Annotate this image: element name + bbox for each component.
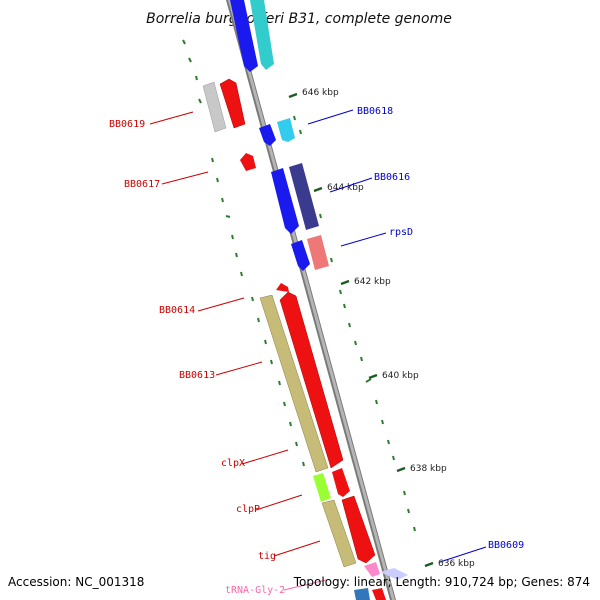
gene-bottom-blue[interactable] (354, 588, 370, 600)
ruler-label-636: 636 kbp (438, 559, 475, 569)
label-bb0614[interactable]: BB0614 (159, 305, 195, 316)
ruler-label-646: 646 kbp (302, 88, 339, 98)
gene-tan-large[interactable] (259, 294, 329, 473)
gene-top-cyan[interactable] (250, 0, 274, 70)
gene-long-red[interactable] (279, 291, 344, 469)
gene-bb0619-partner[interactable] (202, 81, 227, 133)
gene-bb0616[interactable] (289, 163, 319, 230)
leader-lines (149, 109, 487, 591)
ruler-label-642: 642 kbp (354, 277, 391, 287)
gene-labels: BB0619 BB0618 BB0617 BB0616 rpsD BB0614 … (109, 106, 524, 596)
label-bb0619[interactable]: BB0619 (109, 119, 145, 130)
gene-bb0617[interactable] (240, 153, 256, 171)
genome-backbone (226, 0, 396, 600)
gene-lime[interactable] (313, 473, 331, 502)
label-clpx[interactable]: clpX (221, 458, 245, 469)
ruler-label-640: 640 kbp (382, 371, 419, 381)
label-bb0616[interactable]: BB0616 (374, 172, 410, 183)
label-bb0618[interactable]: BB0618 (357, 106, 393, 117)
gene-tig[interactable] (341, 495, 376, 564)
gene-bb0618-cyan[interactable] (277, 118, 295, 142)
ruler: 646 kbp 644 kbp 642 kbp 640 kbp 638 kbp … (288, 88, 475, 569)
gene-bottom-pink[interactable] (364, 562, 380, 577)
label-bb0609[interactable]: BB0609 (488, 540, 524, 551)
label-clpp[interactable]: clpP (236, 504, 260, 515)
genes-forward-strand[interactable] (230, 0, 408, 600)
tick-track-right (293, 115, 416, 532)
map-title: Borrelia burgdorferi B31, complete genom… (146, 11, 452, 27)
gene-tan-lower[interactable] (321, 499, 357, 568)
gene-rpsd-blue[interactable] (291, 240, 310, 271)
gene-bottom-lilac[interactable] (380, 568, 408, 580)
label-bb0617[interactable]: BB0617 (124, 179, 160, 190)
gene-top-blue[interactable] (230, 0, 258, 72)
label-trna-gly-2[interactable]: tRNA-Gly-2 (225, 585, 285, 596)
accession-text: Accession: NC_001318 (8, 575, 144, 589)
ruler-label-638: 638 kbp (410, 464, 447, 474)
label-tig[interactable]: tig (258, 551, 276, 562)
gene-bb0618[interactable] (259, 124, 276, 146)
genes-reverse-strand[interactable] (202, 78, 357, 568)
label-rpsd[interactable]: rpsD (389, 227, 413, 238)
gene-rpsd[interactable] (307, 235, 329, 270)
gene-bottom-red[interactable] (372, 588, 386, 600)
label-bb0613[interactable]: BB0613 (179, 370, 215, 381)
gene-bb0616-blue[interactable] (271, 168, 299, 234)
ruler-label-644: 644 kbp (327, 183, 364, 193)
tick-track-left (182, 39, 305, 467)
gene-bb0619[interactable] (219, 78, 246, 129)
gene-bb0614[interactable] (276, 283, 289, 292)
gene-clpx[interactable] (332, 468, 350, 497)
topology-text: Topology: linear; Length: 910,724 bp; Ge… (293, 575, 590, 589)
